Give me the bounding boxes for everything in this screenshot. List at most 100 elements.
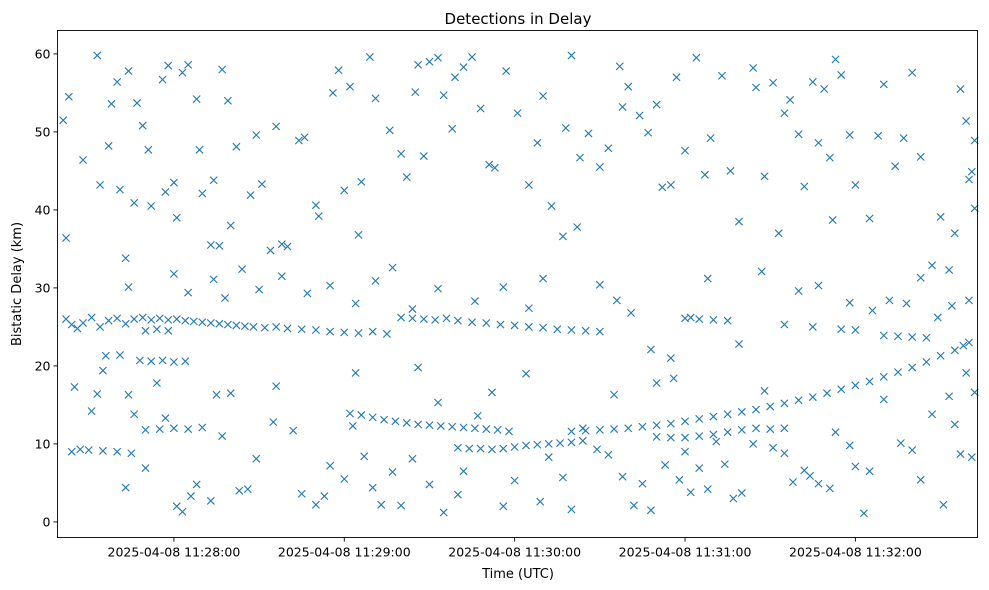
data-point <box>431 315 440 324</box>
data-point <box>93 51 102 60</box>
data-point <box>377 500 386 509</box>
data-point <box>195 145 204 154</box>
data-point <box>618 102 627 111</box>
data-point <box>967 167 976 176</box>
data-point <box>595 163 604 171</box>
data-point <box>411 88 420 97</box>
data-point <box>766 425 775 434</box>
data-point <box>414 363 423 372</box>
data-point <box>805 471 814 480</box>
data-point <box>255 285 264 294</box>
data-point <box>209 275 218 284</box>
data-point <box>567 326 576 335</box>
data-point <box>235 486 244 495</box>
data-point <box>695 432 704 441</box>
data-point <box>703 485 712 494</box>
data-point <box>434 284 442 293</box>
data-point <box>152 379 161 388</box>
data-point <box>496 320 505 329</box>
data-point <box>661 460 670 469</box>
data-point <box>672 73 681 82</box>
data-point <box>916 475 925 484</box>
data-point <box>221 294 230 303</box>
data-point <box>121 319 130 328</box>
data-point <box>226 221 235 230</box>
data-point <box>962 116 971 125</box>
data-point <box>533 440 542 449</box>
data-point <box>604 450 613 459</box>
data-point <box>243 485 252 494</box>
data-point <box>709 430 718 439</box>
y-tick-label: 60 <box>35 46 51 61</box>
data-point <box>340 328 349 337</box>
data-point <box>709 315 718 324</box>
data-point <box>334 66 343 75</box>
data-point <box>113 447 122 456</box>
data-point <box>510 476 519 485</box>
data-point <box>950 420 959 429</box>
data-point <box>294 136 303 145</box>
data-point <box>138 313 147 322</box>
data-point <box>646 345 655 354</box>
data-point <box>567 427 576 436</box>
data-point <box>933 313 942 322</box>
data-point <box>198 318 207 327</box>
y-tick-label: 50 <box>35 124 51 139</box>
data-point <box>553 325 562 334</box>
data-point <box>277 272 286 281</box>
data-point <box>328 88 337 97</box>
data-point <box>434 398 442 407</box>
data-point <box>726 166 735 175</box>
data-point <box>593 445 601 454</box>
data-point <box>385 126 394 135</box>
data-point <box>510 443 519 452</box>
data-point <box>666 433 675 442</box>
data-point <box>749 63 758 72</box>
data-point <box>368 413 377 422</box>
data-point <box>823 389 831 398</box>
data-point <box>734 217 743 226</box>
data-point <box>487 388 496 397</box>
x-tick-label: 2025-04-08 11:28:00 <box>108 545 241 560</box>
data-point <box>757 267 766 276</box>
data-point <box>936 212 945 221</box>
data-point <box>615 62 624 71</box>
data-point <box>646 506 655 515</box>
data-point <box>908 363 917 372</box>
data-point <box>218 432 227 441</box>
data-point <box>874 131 883 140</box>
data-point <box>320 492 329 501</box>
data-point <box>510 321 519 330</box>
data-point <box>209 176 218 185</box>
data-point <box>104 141 113 150</box>
data-point <box>604 144 613 153</box>
data-point <box>87 313 96 322</box>
data-point <box>476 444 485 453</box>
data-point <box>272 122 281 131</box>
data-point <box>652 100 661 109</box>
data-point <box>141 326 150 335</box>
data-point <box>879 80 888 89</box>
x-tick-label: 2025-04-08 11:31:00 <box>619 545 752 560</box>
data-point <box>493 425 502 434</box>
data-point <box>223 320 232 329</box>
data-point <box>115 185 124 194</box>
data-point <box>629 501 638 510</box>
data-point <box>709 412 718 421</box>
data-point <box>164 315 173 324</box>
data-point <box>289 426 298 435</box>
data-point <box>115 350 124 359</box>
data-point <box>141 425 150 434</box>
data-point <box>408 314 417 323</box>
data-point <box>246 191 255 200</box>
data-point <box>544 439 553 448</box>
data-point <box>760 172 769 181</box>
data-point <box>223 96 232 105</box>
data-point <box>635 111 644 120</box>
data-point <box>470 424 479 433</box>
data-point <box>950 346 959 355</box>
plot-frame <box>57 30 978 538</box>
data-point <box>84 446 93 455</box>
data-point <box>169 269 178 278</box>
data-point <box>908 446 917 455</box>
